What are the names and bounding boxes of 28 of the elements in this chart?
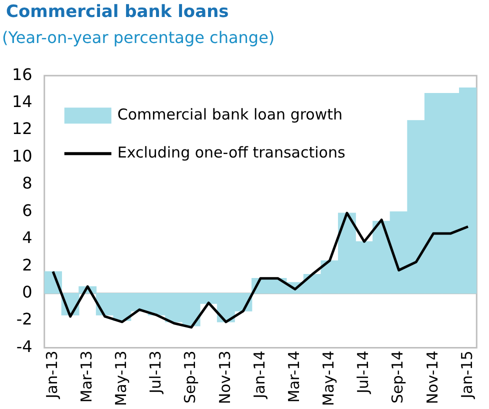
x-tick-label: May-13 [112,350,130,406]
x-tick-label: Jan-14 [250,350,268,400]
x-tick-label: Jan-15 [458,350,476,400]
y-tick-label: -2 [16,310,32,329]
x-tick-label: Nov-14 [423,350,442,404]
chart-title: Commercial bank loans [6,2,229,22]
y-tick-label: 14 [12,92,32,111]
legend-label: Excluding one-off transactions [117,143,346,162]
y-tick-label: 0 [22,282,32,302]
legend-label: Commercial bank loan growth [117,105,343,124]
x-tick-label: May-14 [320,350,338,406]
y-tick-label: 16 [12,64,32,84]
x-tick-label: Mar-13 [77,350,96,403]
chart-subtitle: (Year-on-year percentage change) [2,28,275,47]
y-tick-label: -4 [16,336,32,356]
y-tick-label: 4 [22,228,32,248]
x-tick-label: Jul-14 [354,350,372,394]
x-tick-label: Jul-13 [146,350,165,394]
y-tick-label: 12 [12,119,32,138]
x-tick-label: Nov-13 [216,350,234,404]
y-tick-label: 8 [22,174,32,193]
y-tick-label: 6 [22,200,32,220]
x-tick-label: Jan-13 [42,350,61,400]
y-tick-label: 2 [22,255,32,274]
x-tick-label: Mar-14 [284,350,303,403]
y-tick-label: 10 [12,146,32,166]
x-tick-label: Sep-13 [181,350,200,404]
x-tick-label: Sep-14 [388,350,407,404]
